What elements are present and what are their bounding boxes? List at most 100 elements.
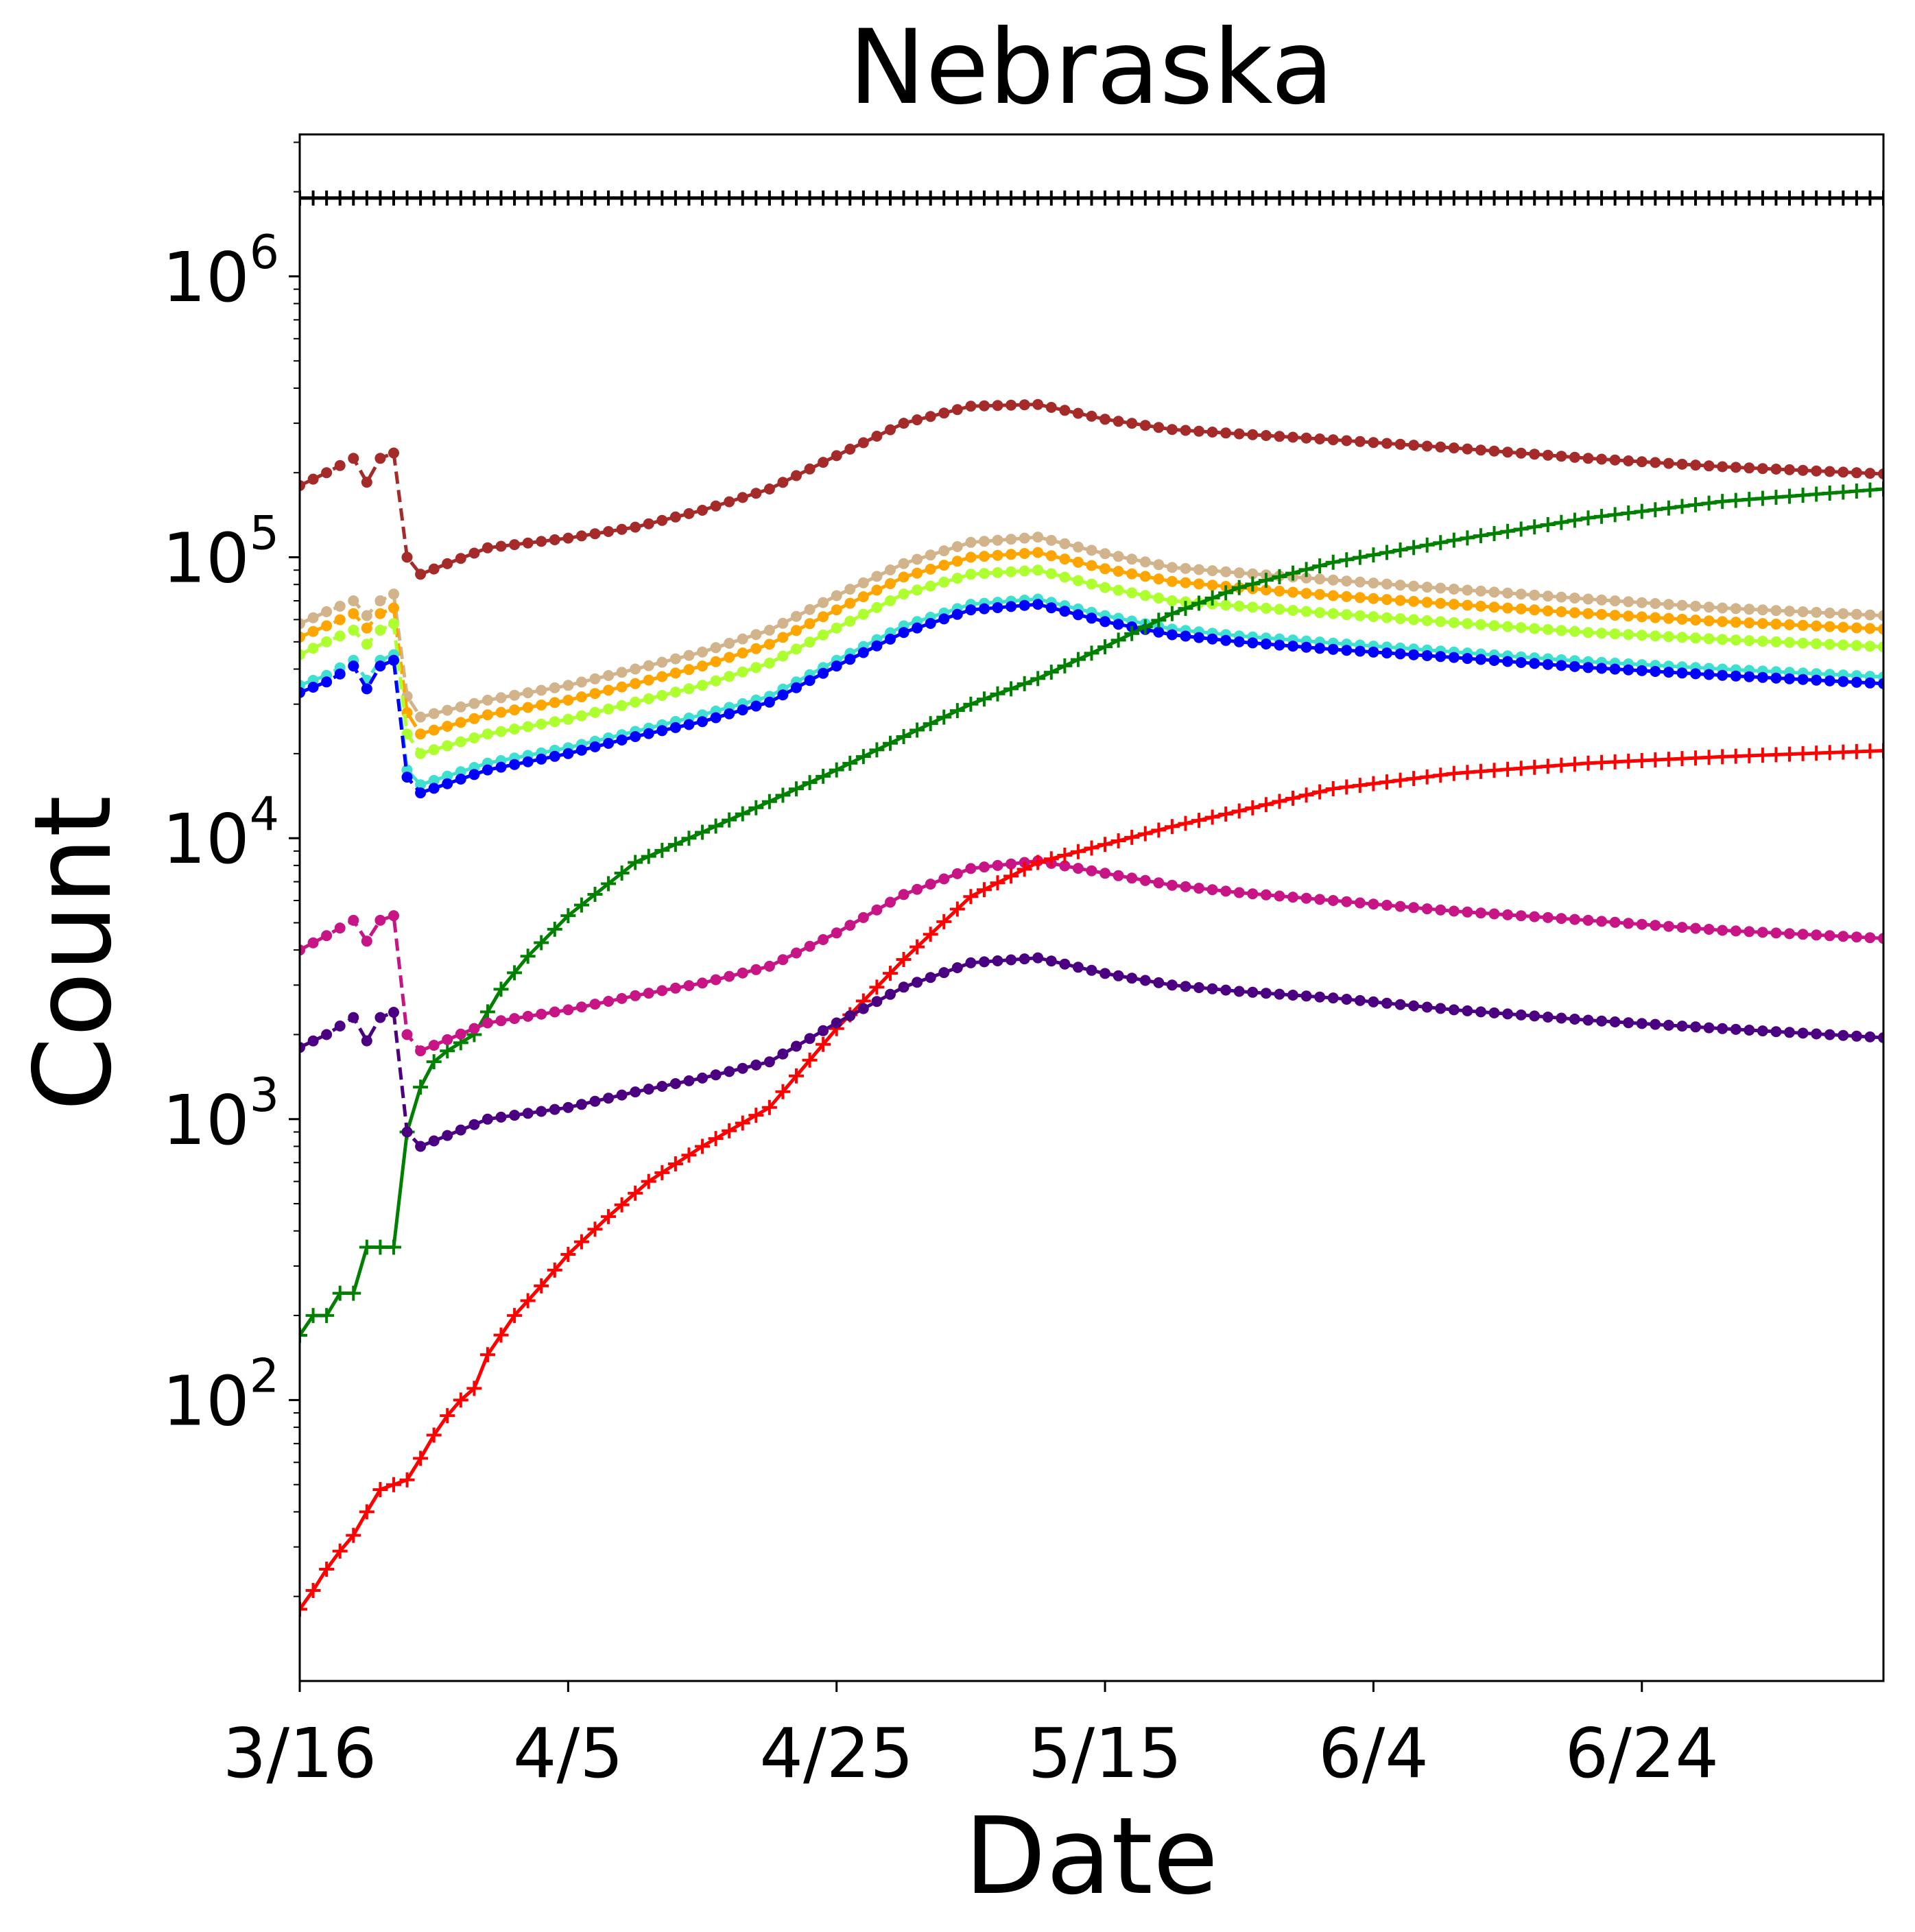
data-point [1663,1019,1674,1031]
data-point [1421,650,1433,661]
data-point [334,601,346,612]
x-tick-label: 6/4 [1318,1713,1429,1793]
data-point [1274,431,1285,442]
data-point [522,537,534,549]
data-point [1086,964,1097,976]
data-point [305,190,321,206]
data-point [1166,575,1178,587]
data-point [1582,914,1594,926]
data-point [455,736,466,748]
data-point [896,728,912,744]
data-point [1513,190,1529,206]
data-point [374,453,386,464]
data-point [1151,612,1167,628]
data-point [990,686,1006,702]
data-point [697,505,708,516]
data-point [1153,593,1165,604]
data-point [912,977,923,988]
data-point [1462,599,1473,611]
data-point [965,957,977,968]
data-point [1741,190,1757,206]
data-point [300,649,305,660]
data-point [1327,434,1339,446]
data-point [1191,813,1207,828]
data-point [1045,534,1057,546]
data-point [857,647,869,658]
data-point [1770,1026,1782,1038]
data-point [1368,898,1379,910]
data-point [1113,870,1124,881]
data-point [681,190,697,206]
data-point [669,1078,681,1089]
data-point [697,1072,708,1084]
data-point [1502,446,1514,458]
data-point [616,667,628,678]
data-point [643,728,654,739]
data-point [976,691,992,707]
data-point [428,1040,440,1051]
data-point [1206,633,1218,645]
data-point [1233,567,1245,579]
data-point [1339,190,1355,206]
data-point [1394,999,1406,1010]
data-point [1757,927,1768,938]
data-point [1556,660,1567,671]
data-point [750,629,762,641]
data-point [509,1013,521,1025]
data-point [1110,833,1126,849]
data-point [1220,599,1232,611]
data-point [319,1562,335,1577]
data-point [385,1239,401,1255]
data-point [857,1003,869,1014]
data-point [818,611,829,623]
data-point [938,560,950,571]
data-point [1609,610,1621,621]
data-point [1824,621,1835,632]
data-point [334,668,346,680]
data-point [300,618,305,630]
data-point [1247,429,1259,440]
data-point [321,636,333,647]
data-point [1513,761,1529,776]
data-point [1744,617,1755,629]
data-point [818,667,829,679]
data-point [332,190,348,206]
data-point [1688,750,1704,766]
data-point [1419,769,1435,785]
data-point [750,1059,762,1071]
data-point [1354,994,1366,1006]
data-point [951,608,963,620]
data-point [1325,190,1341,206]
data-point [1045,568,1057,580]
data-point [415,569,427,580]
data-point [831,450,842,462]
data-point [1554,190,1569,206]
data-point [1782,746,1798,762]
data-point [321,620,333,632]
data-point [1072,962,1084,973]
data-point [1744,462,1755,474]
data-point [1274,890,1285,902]
data-point [750,964,762,975]
data-point [1744,604,1755,615]
data-point [1312,784,1328,800]
data-point [361,477,372,488]
data-point [1621,190,1637,206]
data-point [1097,837,1113,852]
data-point [1366,190,1381,206]
data-point [1824,675,1835,687]
data-point [507,190,523,206]
data-point [361,610,372,621]
data-point [1835,484,1851,500]
series-line-dashed [300,621,423,755]
series-8 [300,855,1883,1057]
data-point [1272,190,1287,206]
data-point [346,190,361,206]
data-point [724,652,735,663]
data-point [1486,190,1502,206]
data-point [992,602,1003,613]
data-point [1327,608,1339,619]
data-point [1287,892,1298,903]
data-point [789,190,805,206]
data-point [536,1008,547,1020]
